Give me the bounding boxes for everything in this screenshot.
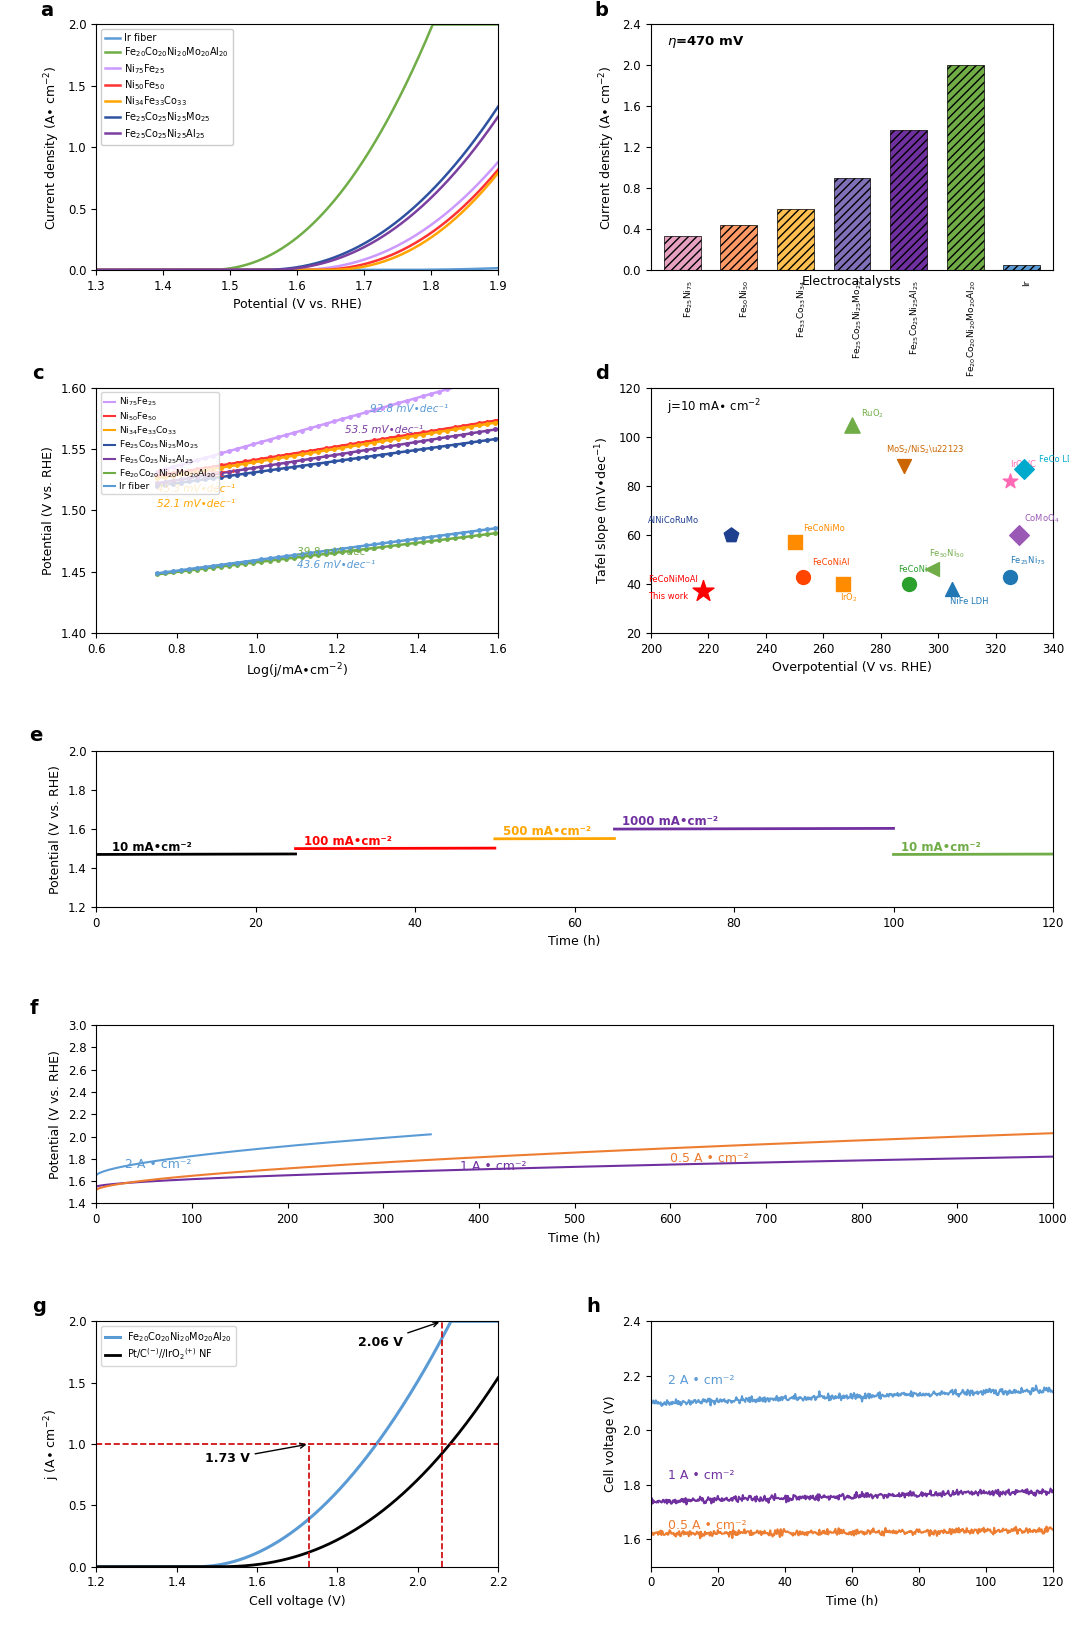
Y-axis label: Potential (V vs. RHE): Potential (V vs. RHE) <box>42 446 55 574</box>
Text: NiFe LDH: NiFe LDH <box>949 597 988 605</box>
Point <box>895 454 912 480</box>
Point <box>1016 455 1033 481</box>
Text: a: a <box>40 0 53 20</box>
Point <box>794 563 811 589</box>
Legend: Fe$_{20}$Co$_{20}$Ni$_{20}$Mo$_{20}$Al$_{20}$, Pt/C$^{(-)}$//IrO$_2$$^{(+)}$ NF: Fe$_{20}$Co$_{20}$Ni$_{20}$Mo$_{20}$Al$_… <box>102 1327 236 1366</box>
Text: 500 mA•cm⁻²: 500 mA•cm⁻² <box>502 824 591 837</box>
Bar <box>777 209 814 269</box>
X-axis label: Electrocatalysts: Electrocatalysts <box>802 276 902 289</box>
Text: 39.8 mV•dec⁻¹: 39.8 mV•dec⁻¹ <box>297 547 375 557</box>
Text: d: d <box>594 364 608 384</box>
Text: FeCoNiAl: FeCoNiAl <box>811 558 849 566</box>
Point <box>1002 468 1019 494</box>
Y-axis label: j (A$\bullet$ cm$^{-2}$): j (A$\bullet$ cm$^{-2}$) <box>43 1408 62 1480</box>
Text: 2 A • cm⁻²: 2 A • cm⁻² <box>668 1374 734 1387</box>
Text: 1 A • cm⁻²: 1 A • cm⁻² <box>460 1160 526 1173</box>
Text: 2.06 V: 2.06 V <box>357 1322 438 1348</box>
Point <box>843 411 861 437</box>
Text: e: e <box>29 726 43 744</box>
Bar <box>890 131 927 269</box>
Y-axis label: Potential (V vs. RHE): Potential (V vs. RHE) <box>49 1049 62 1178</box>
Bar <box>664 237 700 269</box>
Text: Fe$_{25}$Co$_{25}$Ni$_{25}$Al$_{25}$: Fe$_{25}$Co$_{25}$Ni$_{25}$Al$_{25}$ <box>909 279 921 354</box>
Text: 0.5 A • cm⁻²: 0.5 A • cm⁻² <box>668 1518 746 1531</box>
Bar <box>834 178 870 269</box>
Text: Fe$_{20}$Co$_{20}$Ni$_{20}$Mo$_{20}$Al$_{20}$: Fe$_{20}$Co$_{20}$Ni$_{20}$Mo$_{20}$Al$_… <box>965 279 978 377</box>
Text: 2 A • cm⁻²: 2 A • cm⁻² <box>125 1157 191 1170</box>
Y-axis label: Potential (V vs. RHE): Potential (V vs. RHE) <box>49 765 62 893</box>
Y-axis label: Current density (A$\bullet$ cm$^{-2}$): Current density (A$\bullet$ cm$^{-2}$) <box>598 65 617 230</box>
Text: Fe$_{50}$Ni$_{50}$: Fe$_{50}$Ni$_{50}$ <box>739 279 752 318</box>
Point <box>1002 563 1019 589</box>
Text: 92.8 mV•dec⁻¹: 92.8 mV•dec⁻¹ <box>370 405 448 415</box>
Text: 10 mA•cm⁻²: 10 mA•cm⁻² <box>112 840 192 854</box>
Text: IrO$_2$: IrO$_2$ <box>840 591 858 604</box>
Y-axis label: Tafel slope (mV$\bullet$dec$^{-1}$): Tafel slope (mV$\bullet$dec$^{-1}$) <box>593 437 614 584</box>
Bar <box>721 225 757 269</box>
Text: Fe$_{50}$Ni$_{50}$: Fe$_{50}$Ni$_{50}$ <box>929 547 965 560</box>
Text: 100 mA•cm⁻²: 100 mA•cm⁻² <box>304 834 391 847</box>
Text: Fe$_{25}$Ni$_{75}$: Fe$_{25}$Ni$_{75}$ <box>682 279 695 318</box>
Text: AlNiCoRuMo: AlNiCoRuMo <box>648 516 699 526</box>
Text: 53.7 mV•dec⁻¹: 53.7 mV•dec⁻¹ <box>156 470 234 480</box>
Text: MoS$_2$/NiS$_2$\u22123: MoS$_2$/NiS$_2$\u22123 <box>886 444 965 457</box>
Point <box>1010 522 1027 548</box>
Text: 52.1 mV•dec⁻¹: 52.1 mV•dec⁻¹ <box>156 499 234 509</box>
Text: 10 mA•cm⁻²: 10 mA•cm⁻² <box>901 840 981 854</box>
Point <box>924 557 941 583</box>
X-axis label: Log(j/mA$\bullet$cm$^{-2}$): Log(j/mA$\bullet$cm$^{-2}$) <box>246 661 348 681</box>
Text: FeCoNiMo: FeCoNiMo <box>803 524 845 532</box>
X-axis label: Time (h): Time (h) <box>548 1232 601 1245</box>
Y-axis label: Cell voltage (V): Cell voltage (V) <box>604 1395 617 1492</box>
Text: 1000 mA•cm⁻²: 1000 mA•cm⁻² <box>622 814 718 827</box>
Text: FeCoNiMoAl: FeCoNiMoAl <box>648 574 698 584</box>
X-axis label: Time (h): Time (h) <box>548 935 601 948</box>
Text: 43.6 mV•dec⁻¹: 43.6 mV•dec⁻¹ <box>297 560 375 570</box>
Point <box>901 571 918 597</box>
X-axis label: Overpotential (V vs. RHE): Overpotential (V vs. RHE) <box>772 661 932 674</box>
Text: $\eta$=470 mV: $\eta$=470 mV <box>667 34 745 51</box>
Text: g: g <box>32 1297 46 1317</box>
Text: Ir: Ir <box>1022 279 1031 286</box>
Text: RuO$_2$: RuO$_2$ <box>861 406 884 419</box>
Text: 45.3 mV•dec⁻¹: 45.3 mV•dec⁻¹ <box>156 485 234 494</box>
Text: b: b <box>594 0 608 20</box>
Text: This work: This work <box>648 592 688 601</box>
Text: 0.5 A • cm⁻²: 0.5 A • cm⁻² <box>670 1152 749 1165</box>
Text: FeCo LDH: FeCo LDH <box>1039 455 1069 463</box>
X-axis label: Cell voltage (V): Cell voltage (V) <box>249 1594 345 1608</box>
Text: j=10 mA$\bullet$ cm$^{-2}$: j=10 mA$\bullet$ cm$^{-2}$ <box>667 398 761 418</box>
Text: 1 A • cm⁻²: 1 A • cm⁻² <box>668 1469 734 1482</box>
Point <box>786 529 803 555</box>
Point <box>835 571 852 597</box>
X-axis label: Time (h): Time (h) <box>825 1594 878 1608</box>
Point <box>723 522 740 548</box>
Text: f: f <box>29 999 37 1018</box>
Legend: Ni$_{75}$Fe$_{25}$, Ni$_{50}$Fe$_{50}$, Ni$_{34}$Fe$_{33}$Co$_{33}$, Fe$_{25}$Co: Ni$_{75}$Fe$_{25}$, Ni$_{50}$Fe$_{50}$, … <box>100 392 219 494</box>
Y-axis label: Current density (A$\bullet$ cm$^{-2}$): Current density (A$\bullet$ cm$^{-2}$) <box>43 65 62 230</box>
Text: 53.5 mV•dec⁻¹: 53.5 mV•dec⁻¹ <box>345 424 423 436</box>
Text: h: h <box>587 1297 601 1317</box>
Text: Fe$_{25}$Co$_{25}$Ni$_{25}$Mo$_{25}$: Fe$_{25}$Co$_{25}$Ni$_{25}$Mo$_{25}$ <box>852 279 865 359</box>
Text: 1.73 V: 1.73 V <box>205 1443 305 1466</box>
Text: Fe$_{33}$Co$_{33}$Ni$_{34}$: Fe$_{33}$Co$_{33}$Ni$_{34}$ <box>795 279 808 338</box>
Legend: Ir fiber, Fe$_{20}$Co$_{20}$Ni$_{20}$Mo$_{20}$Al$_{20}$, Ni$_{75}$Fe$_{25}$, Ni$: Ir fiber, Fe$_{20}$Co$_{20}$Ni$_{20}$Mo$… <box>102 29 233 145</box>
X-axis label: Potential (V vs. RHE): Potential (V vs. RHE) <box>233 299 361 312</box>
Text: Fe$_{25}$Ni$_{75}$: Fe$_{25}$Ni$_{75}$ <box>1010 555 1045 566</box>
Text: CoMoO$_4$: CoMoO$_4$ <box>1024 512 1059 526</box>
Point <box>944 576 961 602</box>
Text: c: c <box>32 364 44 384</box>
Point <box>694 578 711 604</box>
Text: IrO$_2$/C: IrO$_2$/C <box>1010 459 1037 472</box>
Bar <box>1004 264 1040 269</box>
Text: FeCoNi: FeCoNi <box>898 565 927 574</box>
Bar <box>947 65 983 269</box>
